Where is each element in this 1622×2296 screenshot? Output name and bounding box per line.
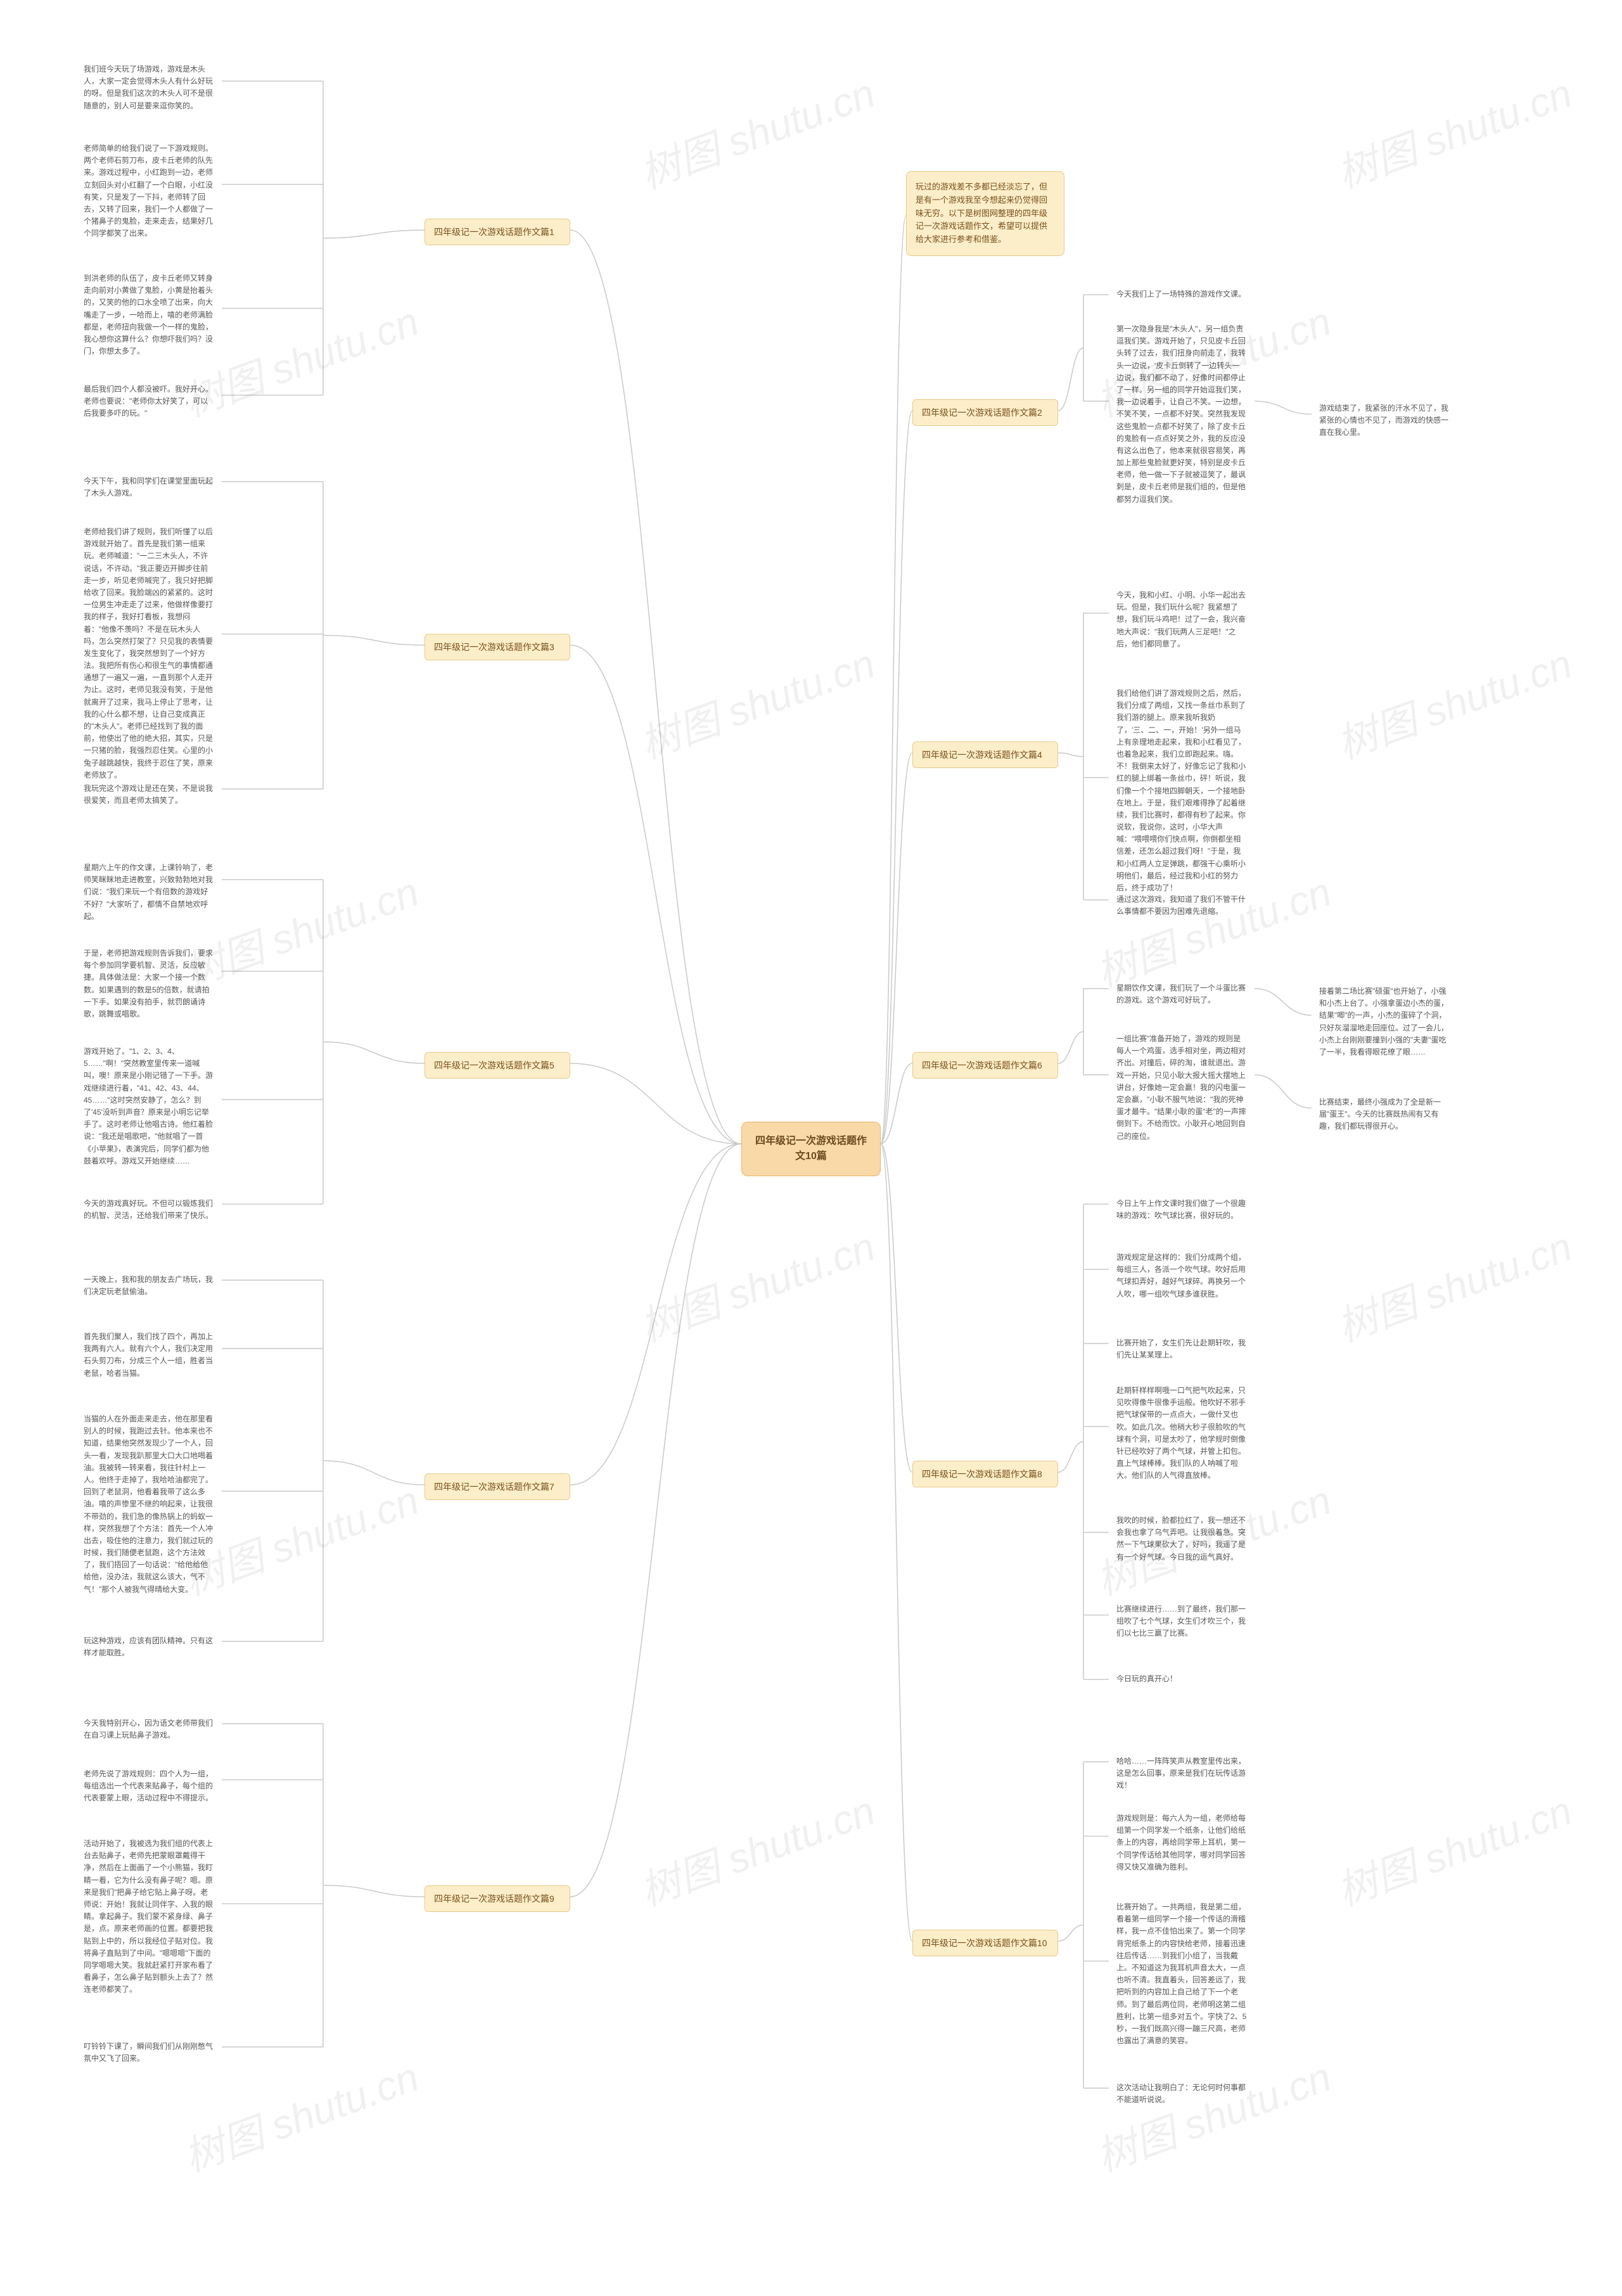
leaf-node-ch6-1: 一组比赛"准备开始了，游戏的规则是每人一个鸡蛋，选手相对坐，两边相对齐出。对撞后… (1109, 1027, 1255, 1149)
chapter-node-5: 四年级记一次游戏话题作文篇5 (425, 1052, 570, 1079)
leaf-node-ch5-1: 于是，老师把游戏规则告诉我们，要求每个参加同学要机智、灵活，反应敏捷。具体做法是… (76, 941, 222, 1027)
chapter-node-4: 四年级记一次游戏话题作文篇4 (912, 741, 1058, 768)
intro-node: 玩过的游戏差不多都已经淡忘了，但是有一个游戏我至今想起来仍觉得回味无穷。以下是树… (906, 171, 1064, 256)
leaf-node-ch1-0: 我们班今天玩了场游戏，游戏是木头人，大家一定会觉得木头人有什么好玩的呀。但是我们… (76, 57, 222, 119)
leaf-node-ch2-2: 游戏结束了，我紧张的汗水不见了，我紧张的心情也不见了，而游戏的快感一直在我心里。 (1312, 396, 1457, 446)
leaf-node-ch8-3: 赴期轩样样啊哦一口气把气吹起来，只见吹得像牛很像手运般。他吹好不邪手把气球保带的… (1109, 1378, 1255, 1489)
leaf-node-ch1-1: 老师简单的给我们说了一下游戏规则。两个老师石剪刀布，皮卡丘老师的队先来。游戏过程… (76, 136, 222, 247)
leaf-node-ch4-0: 今天，我和小红、小明、小华一起出去玩。但是，我们玩什么呢？我紧想了想，我们玩斗鸡… (1109, 583, 1255, 657)
leaf-node-ch9-1: 老师先说了游戏规则：四个人为一组，每组选出一个代表来贴鼻子，每个组的代表要蒙上眼… (76, 1762, 222, 1811)
leaf-node-ch8-2: 比赛开始了，女生们先让赴期轩吹，我们先让某某理上。 (1109, 1331, 1255, 1368)
watermark: 树图 shutu.cn (1087, 2044, 1338, 2183)
leaf-node-ch5-0: 星期六上午的作文课，上课铃响了，老师笑眯眯地走进教室，兴致勃勃地对我们说："我们… (76, 856, 222, 929)
leaf-node-ch10-3: 这次活动让我明白了：无论何时何事都不能道听说说。 (1109, 2075, 1255, 2112)
watermark: 树图 shutu.cn (631, 61, 882, 200)
watermark: 树图 shutu.cn (1328, 1778, 1579, 1917)
watermark: 树图 shutu.cn (1328, 631, 1579, 770)
chapter-node-1: 四年级记一次游戏话题作文篇1 (425, 219, 570, 245)
chapter-node-9: 四年级记一次游戏话题作文篇9 (425, 1885, 570, 1912)
leaf-node-ch8-6: 今日玩的真开心！ (1109, 1667, 1255, 1691)
leaf-node-ch9-2: 活动开始了，我被选为我们组的代表上台去贴鼻子，老师先把蒙眼罩戴得干净，然后在上面… (76, 1831, 222, 2002)
leaf-node-ch8-5: 比赛继续进行……到了最终，我们那一组吹了七个气球，女生们才吹三个，我们以七比三赢… (1109, 1597, 1255, 1646)
leaf-node-ch5-3: 今天的游戏真好玩。不但可以锻炼我们的机智、灵活，还给我们带来了快乐。 (76, 1191, 222, 1228)
chapter-node-6: 四年级记一次游戏话题作文篇6 (912, 1052, 1058, 1079)
leaf-node-ch6-3: 比赛结束，最终小强成为了全是新一届"蛋王"。今天的比赛既热闹有又有趣，我们都玩得… (1312, 1090, 1457, 1139)
leaf-node-ch4-1: 我们给他们讲了游戏规则之后，然后，我们分成了两组，又找一条丝巾系到了我们游的腿上… (1109, 681, 1255, 901)
leaf-node-ch9-0: 今天我特别开心，因为语文老师带我们在自习课上玩贴鼻子游戏。 (76, 1711, 222, 1748)
chapter-node-3: 四年级记一次游戏话题作文篇3 (425, 634, 570, 660)
chapter-node-10: 四年级记一次游戏话题作文篇10 (912, 1930, 1058, 1956)
leaf-node-ch8-0: 今日上午上作文课时我们做了一个很趣味的游戏：吹气球比赛，很好玩的。 (1109, 1191, 1255, 1228)
leaf-node-ch9-3: 叮铃铃下课了，瞬间我们们从刚刚憋气氛中又飞了回来。 (76, 2034, 222, 2071)
leaf-node-ch7-3: 玩这种游戏，应该有团队精神。只有这样才能取胜。 (76, 1629, 222, 1665)
leaf-node-ch10-0: 哈哈……一阵阵笑声从教室里传出来，这是怎么回事，原来是我们在玩传话游戏！ (1109, 1749, 1255, 1799)
watermark: 树图 shutu.cn (631, 1214, 882, 1353)
leaf-node-ch3-2: 我玩完这个游戏让是还在笑，不是说我很爱笑，而且老师太搞笑了。 (76, 776, 222, 813)
watermark: 树图 shutu.cn (1328, 1214, 1579, 1353)
watermark: 树图 shutu.cn (631, 631, 882, 770)
leaf-node-ch10-2: 比赛开始了。一共两组，我是第二组，看着第一组同学一个接一个传话的滑稽样，我一点不… (1109, 1895, 1255, 2053)
leaf-node-ch4-2: 通过这次游戏，我知道了我们不管干什么事情都不要因为困难先退缩。 (1109, 887, 1255, 924)
leaf-node-ch6-2: 接着第二场比赛"硕蛋"也开始了，小强和小杰上台了。小强拿蛋边小杰的蛋，结果"唧"… (1312, 979, 1457, 1065)
leaf-node-ch6-0: 星期饮作文课，我们玩了一个斗蛋比赛的游戏。这个游戏可好玩了。 (1109, 976, 1255, 1013)
leaf-node-ch8-1: 游戏规定是这样的：我们分成两个组，每组三人，各派一个吹气球。吹好后用气球扣弄好，… (1109, 1245, 1255, 1307)
chapter-node-7: 四年级记一次游戏话题作文篇7 (425, 1473, 570, 1500)
leaf-node-ch3-1: 老师给我们讲了规则，我们听懂了以后游戏就开始了。首先是我们第一组来玩。老师喊道：… (76, 520, 222, 788)
leaf-node-ch8-4: 我吹的时候，脸都拉红了，我一想还不会我也拿了乌气弄吧。让我很着急。突然一下气球果… (1109, 1508, 1255, 1570)
chapter-node-8: 四年级记一次游戏话题作文篇8 (912, 1461, 1058, 1487)
leaf-node-ch1-2: 到洪老师的队伍了，皮卡丘老师又转身走向前对小黄做了鬼脸，小黄是抬着头的，又笑的他… (76, 266, 222, 364)
leaf-node-ch7-1: 首先我们聚人，我们找了四个，再加上我两有六人。就有六个人，我们决定用石头剪刀布，… (76, 1324, 222, 1386)
leaf-node-ch2-0: 今天我们上了一场特殊的游戏作文课。 (1109, 282, 1255, 307)
chapter-node-2: 四年级记一次游戏话题作文篇2 (912, 399, 1058, 426)
leaf-node-ch2-1: 第一次隐身我是"木头人"，另一组负责逗我们笑。游戏开始了，只见皮卡丘回头转了过去… (1109, 317, 1255, 512)
leaf-node-ch3-0: 今天下午，我和同学们在课堂里面玩起了木头人游戏。 (76, 469, 222, 506)
leaf-node-ch7-2: 当猫的人在外面走来走去，他在那里看别人的时候，我跑过去针。他本来也不知道，结果他… (76, 1407, 222, 1602)
center-node: 四年级记一次游戏话题作文10篇 (741, 1122, 881, 1176)
watermark: 树图 shutu.cn (631, 1778, 882, 1917)
watermark: 树图 shutu.cn (1328, 61, 1579, 200)
leaf-node-ch7-0: 一天晚上，我和我的朋友去广场玩，我们决定玩老鼠偷油。 (76, 1267, 222, 1304)
leaf-node-ch1-3: 最后我们四个人都没被吓。我好开心。老师也要说："老师你太好笑了，可以后我要多吓的… (76, 377, 222, 426)
leaf-node-ch10-1: 游戏规则是：每六人为一组，老师给每组第一个同学发一个纸条，让他们给纸条上的内容，… (1109, 1806, 1255, 1880)
leaf-node-ch5-2: 游戏开始了。"1、2、3、4、5……"啊！"突然教室里传来一道喊叫，噢！原来是小… (76, 1039, 222, 1174)
